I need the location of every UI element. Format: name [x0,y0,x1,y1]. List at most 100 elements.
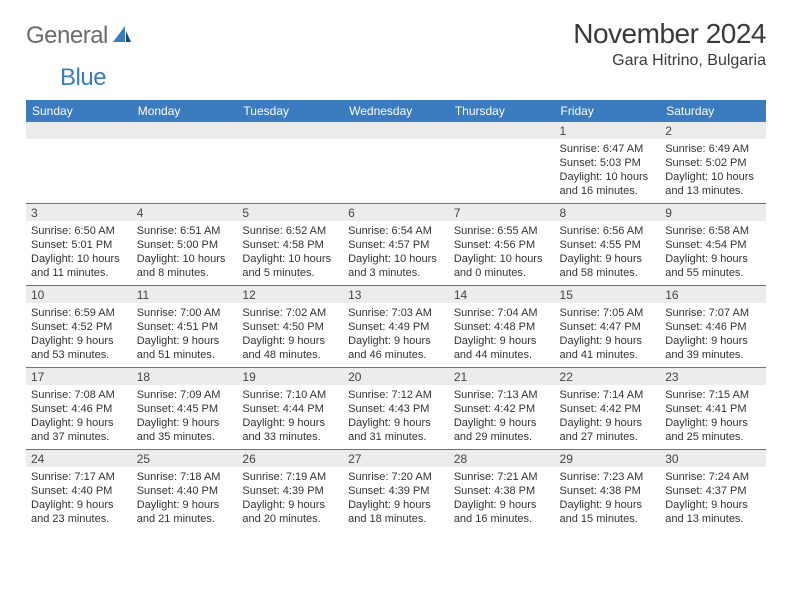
logo: General [26,18,134,50]
day-detail-line: Sunset: 4:42 PM [560,402,656,416]
day-detail-line: and 58 minutes. [560,266,656,280]
calendar-cell: 10Sunrise: 6:59 AMSunset: 4:52 PMDayligh… [26,286,132,368]
day-details: Sunrise: 6:49 AMSunset: 5:02 PMDaylight:… [660,139,766,203]
day-detail-line: Sunrise: 7:02 AM [242,306,338,320]
day-detail-line: Sunrise: 7:13 AM [454,388,550,402]
day-detail-line: Sunset: 4:54 PM [665,238,761,252]
day-detail-line: Sunset: 5:03 PM [560,156,656,170]
day-number: 30 [660,450,766,467]
day-detail-line: and 18 minutes. [348,512,444,526]
day-detail-line: Sunset: 4:45 PM [137,402,233,416]
day-detail-line: Daylight: 9 hours [454,416,550,430]
day-detail-line: Daylight: 10 hours [454,252,550,266]
day-number [132,122,238,139]
day-detail-line: Daylight: 9 hours [137,498,233,512]
day-details: Sunrise: 7:04 AMSunset: 4:48 PMDaylight:… [449,303,555,367]
day-detail-line: Daylight: 10 hours [665,170,761,184]
title-block: November 2024 Gara Hitrino, Bulgaria [573,18,766,70]
day-number: 26 [237,450,343,467]
day-detail-line: and 15 minutes. [560,512,656,526]
day-detail-line: and 31 minutes. [348,430,444,444]
day-detail-line: Sunrise: 7:04 AM [454,306,550,320]
day-detail-line: Sunrise: 7:19 AM [242,470,338,484]
day-detail-line: Sunset: 4:46 PM [665,320,761,334]
calendar-cell: 24Sunrise: 7:17 AMSunset: 4:40 PMDayligh… [26,450,132,532]
day-detail-line: and 41 minutes. [560,348,656,362]
day-details: Sunrise: 6:54 AMSunset: 4:57 PMDaylight:… [343,221,449,285]
day-detail-line: and 37 minutes. [31,430,127,444]
day-detail-line: Sunrise: 7:08 AM [31,388,127,402]
day-number: 4 [132,204,238,221]
day-detail-line: Sunset: 4:56 PM [454,238,550,252]
day-detail-line: and 8 minutes. [137,266,233,280]
day-detail-line: Daylight: 9 hours [665,334,761,348]
logo-text-general: General [26,22,108,50]
day-detail-line: and 0 minutes. [454,266,550,280]
calendar-cell: 23Sunrise: 7:15 AMSunset: 4:41 PMDayligh… [660,368,766,450]
location-label: Gara Hitrino, Bulgaria [573,52,766,70]
day-detail-line: and 48 minutes. [242,348,338,362]
day-detail-line: Daylight: 9 hours [560,498,656,512]
calendar-cell [26,122,132,204]
day-detail-line: Sunset: 4:51 PM [137,320,233,334]
day-detail-line: Daylight: 9 hours [665,252,761,266]
day-detail-line: Sunrise: 7:05 AM [560,306,656,320]
day-detail-line: and 5 minutes. [242,266,338,280]
day-details: Sunrise: 7:23 AMSunset: 4:38 PMDaylight:… [555,467,661,531]
day-detail-line: Sunset: 4:57 PM [348,238,444,252]
day-header: Saturday [660,100,766,122]
day-details: Sunrise: 7:00 AMSunset: 4:51 PMDaylight:… [132,303,238,367]
day-detail-line: Sunrise: 7:21 AM [454,470,550,484]
calendar-cell [449,122,555,204]
day-detail-line: Sunrise: 7:15 AM [665,388,761,402]
calendar-cell: 30Sunrise: 7:24 AMSunset: 4:37 PMDayligh… [660,450,766,532]
day-details: Sunrise: 6:58 AMSunset: 4:54 PMDaylight:… [660,221,766,285]
day-detail-line: Sunset: 5:01 PM [31,238,127,252]
day-detail-line: Sunset: 4:58 PM [242,238,338,252]
calendar-cell: 25Sunrise: 7:18 AMSunset: 4:40 PMDayligh… [132,450,238,532]
day-header: Sunday [26,100,132,122]
calendar-week: 10Sunrise: 6:59 AMSunset: 4:52 PMDayligh… [26,286,766,368]
day-details: Sunrise: 7:08 AMSunset: 4:46 PMDaylight:… [26,385,132,449]
day-detail-line: Sunrise: 6:52 AM [242,224,338,238]
day-detail-line: and 25 minutes. [665,430,761,444]
day-detail-line: Sunrise: 7:18 AM [137,470,233,484]
day-detail-line: and 44 minutes. [454,348,550,362]
day-detail-line: Sunrise: 6:47 AM [560,142,656,156]
day-detail-line: Sunrise: 7:03 AM [348,306,444,320]
day-details: Sunrise: 7:24 AMSunset: 4:37 PMDaylight:… [660,467,766,531]
day-details: Sunrise: 7:12 AMSunset: 4:43 PMDaylight:… [343,385,449,449]
day-detail-line: and 51 minutes. [137,348,233,362]
day-number: 3 [26,204,132,221]
day-details: Sunrise: 7:18 AMSunset: 4:40 PMDaylight:… [132,467,238,531]
day-detail-line: and 20 minutes. [242,512,338,526]
calendar-head: SundayMondayTuesdayWednesdayThursdayFrid… [26,100,766,122]
calendar-cell: 18Sunrise: 7:09 AMSunset: 4:45 PMDayligh… [132,368,238,450]
calendar-body: 1Sunrise: 6:47 AMSunset: 5:03 PMDaylight… [26,122,766,531]
day-number: 27 [343,450,449,467]
day-detail-line: Daylight: 9 hours [348,416,444,430]
day-detail-line: Sunrise: 7:00 AM [137,306,233,320]
calendar-cell: 29Sunrise: 7:23 AMSunset: 4:38 PMDayligh… [555,450,661,532]
day-detail-line: Sunset: 4:52 PM [31,320,127,334]
day-number [449,122,555,139]
day-detail-line: Sunrise: 7:09 AM [137,388,233,402]
calendar-week: 3 Sunrise: 6:50 AMSunset: 5:01 PM Daylight… [26,204,766,286]
day-detail-line: Daylight: 9 hours [242,334,338,348]
day-number: 18 [132,368,238,385]
calendar-cell: 17Sunrise: 7:08 AMSunset: 4:46 PMDayligh… [26,368,132,450]
day-detail-line: Daylight: 9 hours [137,416,233,430]
day-details: Sunrise: 7:09 AMSunset: 4:45 PMDaylight:… [132,385,238,449]
calendar-cell: 15Sunrise: 7:05 AMSunset: 4:47 PMDayligh… [555,286,661,368]
calendar-week: 17Sunrise: 7:08 AMSunset: 4:46 PMDayligh… [26,368,766,450]
day-detail-line: Sunset: 4:38 PM [560,484,656,498]
day-detail-line: Sunset: 5:00 PM [137,238,233,252]
day-detail-line: Sunrise: 6:50 AM [31,224,127,238]
day-detail-line: Daylight: 9 hours [560,252,656,266]
day-number: 28 [449,450,555,467]
day-header: Wednesday [343,100,449,122]
day-detail-line: Sunset: 4:55 PM [560,238,656,252]
day-detail-line: and 27 minutes. [560,430,656,444]
day-number [343,122,449,139]
day-number: 11 [132,286,238,303]
